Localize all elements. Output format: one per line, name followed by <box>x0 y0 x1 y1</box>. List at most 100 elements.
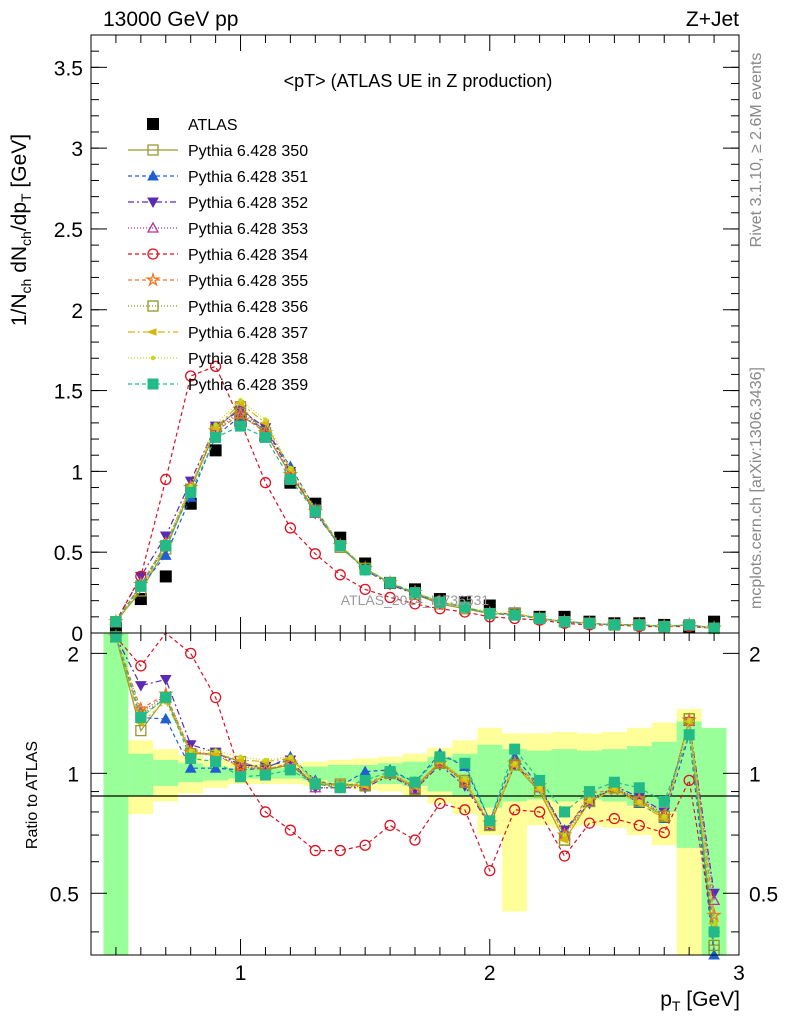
x-tick-label: 3 <box>733 962 745 985</box>
legend-marker <box>147 378 159 390</box>
ratio-point <box>238 754 243 760</box>
ratio-ticks: 0.5 0.5 1 1 2 2 1 2 3 <box>50 633 778 985</box>
y-tick-label: 1 <box>71 461 83 484</box>
data-point <box>235 420 247 432</box>
data-point <box>134 593 147 606</box>
ratio-point <box>359 839 371 851</box>
data-point <box>334 540 346 552</box>
ratio-point <box>558 850 571 862</box>
data-point <box>633 619 645 631</box>
x-axis-label: pT [GeV] <box>660 988 740 1014</box>
ratio-point <box>209 762 222 773</box>
ratio-y-tick-label: 1 <box>67 763 79 786</box>
data-point <box>159 570 172 583</box>
legend-marker <box>146 328 157 336</box>
ratio-point <box>359 774 371 786</box>
ratio-point <box>384 766 396 778</box>
data-point <box>359 564 371 576</box>
ratio-series-line <box>115 632 715 932</box>
legend-marker <box>147 300 159 312</box>
stat-band-bin <box>477 744 503 808</box>
legend-entry: Pythia 6.428 351 <box>128 169 308 186</box>
ratio-point <box>683 729 695 741</box>
ratio-point <box>559 806 571 818</box>
stat-band-bin <box>676 721 702 848</box>
main-panel: 0 0.5 1 1.5 2 2.5 3 3.5 ATLAS_2014_I1736531 <pT… <box>8 34 740 646</box>
y-tick-label: 3.5 <box>54 57 83 80</box>
data-point <box>384 577 396 589</box>
ratio-point <box>658 795 670 807</box>
legend-label: Pythia 6.428 356 <box>188 299 308 316</box>
ratio-point <box>633 795 645 808</box>
ratio-point <box>309 778 321 790</box>
data-point <box>160 540 172 552</box>
legend-entry: Pythia 6.428 355 <box>128 271 308 290</box>
data-point <box>159 549 172 560</box>
legend-label: Pythia 6.428 352 <box>188 195 308 212</box>
source-label: mcplots.cern.ch [arXiv:1306.3436] <box>748 367 765 609</box>
data-point <box>234 405 247 417</box>
ratio-point <box>409 776 421 788</box>
data-point <box>284 473 296 485</box>
legend-marker <box>147 197 159 209</box>
ratio-point <box>608 812 621 825</box>
ratio-point <box>210 756 222 768</box>
ratio-point <box>235 771 247 783</box>
ratio-point <box>706 907 722 923</box>
ratio-ylabel: Ratio to ATLAS <box>24 741 41 849</box>
stat-band-bin <box>153 760 179 786</box>
main-title: <pT> (ATLAS UE in Z production) <box>284 71 553 91</box>
ratio-y-tick-label-right: 0.5 <box>749 883 778 906</box>
main-series <box>108 360 722 635</box>
data-point <box>459 601 471 613</box>
legend-entry: Pythia 6.428 356 <box>128 299 308 316</box>
ratio-point <box>534 774 546 786</box>
ratio-point <box>213 748 218 753</box>
data-point <box>185 370 197 382</box>
ratio-point <box>434 751 446 763</box>
data-point <box>708 622 720 634</box>
legend-marker <box>150 355 156 361</box>
ratio-point <box>658 810 670 822</box>
ratio-point <box>188 748 193 753</box>
ratio-point <box>232 758 249 774</box>
main-ticks: 0 0.5 1 1.5 2 2.5 3 3.5 <box>54 34 740 646</box>
legend-entry: Pythia 6.428 357 <box>128 325 308 342</box>
data-point <box>160 473 172 486</box>
series-group <box>110 420 720 634</box>
ratio-point <box>459 757 471 769</box>
legend: ATLAS Pythia 6.428 350 Pythia 6.428 351 Pyt… <box>128 117 308 394</box>
legend-marker <box>147 144 159 156</box>
legend-label: ATLAS <box>188 117 238 134</box>
y-tick-label: 2 <box>71 300 83 323</box>
ratio-point <box>384 819 396 832</box>
ratio-point <box>608 776 620 788</box>
ratio-point <box>135 712 147 724</box>
ratio-point <box>184 762 197 773</box>
ratio-point <box>633 782 645 794</box>
ratio-point <box>583 817 596 829</box>
data-point <box>409 587 421 599</box>
stat-band-bin <box>203 766 229 781</box>
ratio-point <box>209 691 222 704</box>
stat-band-bin <box>103 633 129 955</box>
data-point <box>209 360 222 372</box>
legend-label: Pythia 6.428 350 <box>188 143 308 160</box>
ratio-point <box>259 806 272 818</box>
data-point <box>210 431 222 443</box>
ratio-point <box>284 824 297 836</box>
ratio-point <box>288 754 293 760</box>
ratio-point <box>334 844 346 857</box>
ratio-point <box>587 797 592 802</box>
ratio-point <box>185 647 197 660</box>
stat-band-bin <box>327 764 353 783</box>
data-point <box>683 619 695 631</box>
data-point <box>359 583 371 596</box>
ratio-point <box>512 760 517 766</box>
data-point <box>434 596 446 608</box>
watermark: ATLAS_2014_I1736531 <box>341 592 490 608</box>
ratio-point <box>637 799 642 804</box>
data-point <box>509 609 521 621</box>
ratio-point <box>284 764 296 776</box>
